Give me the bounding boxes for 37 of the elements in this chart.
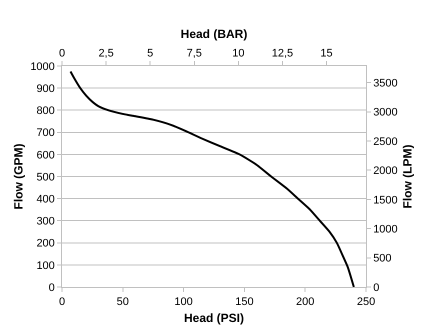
y-tick-label: 800: [36, 105, 55, 118]
y-tick-label: 500: [36, 171, 55, 184]
y2-tick-label: 3500: [373, 77, 398, 90]
y-tick-label: 200: [36, 238, 55, 250]
y2-tick-label: 2500: [373, 136, 398, 148]
y2-axis-title: Flow (LPM): [400, 144, 415, 208]
y2-tick-label: 1000: [373, 223, 398, 236]
y-tick-label: 400: [36, 193, 55, 206]
x2-tick-label: 2,5: [98, 48, 114, 60]
x-tick-label: 200: [296, 296, 314, 308]
y-tick-label: 1000: [30, 60, 55, 73]
x2-tick-label: 15: [320, 48, 333, 60]
y2-tick-label: 0: [373, 282, 380, 294]
x-tick-label: 100: [174, 296, 193, 308]
y-tick-label: 600: [36, 149, 55, 162]
y-tick-label: 300: [36, 216, 55, 228]
x2-axis-title: Head (BAR): [180, 26, 248, 41]
x-tick-label: 250: [356, 296, 376, 308]
x-axis-title: Head (PSI): [184, 311, 244, 326]
x2-tick-label: 5: [147, 48, 154, 60]
y2-tick-label: 2000: [373, 165, 398, 178]
x-tick-label: 150: [235, 296, 254, 308]
y2-tick-label: 3000: [373, 106, 398, 119]
x2-tick-label: 10: [232, 48, 244, 60]
line-series: [70, 70, 355, 287]
x2-tick-label: 12,5: [272, 48, 294, 60]
y-tick-label: 0: [48, 282, 55, 294]
y-tick-label: 900: [36, 82, 55, 95]
y2-tick-label: 1500: [373, 194, 398, 206]
y2-tick-label: 500: [373, 252, 392, 265]
y-tick-label: 700: [36, 127, 55, 140]
x-tick-label: 0: [58, 296, 66, 308]
x-tick-label: 50: [116, 296, 129, 308]
y-tick-label: 100: [36, 260, 55, 272]
x2-tick-label: 7,5: [186, 48, 202, 60]
x2-tick-label: 0: [58, 48, 66, 60]
y-axis-title: Flow (GPM): [12, 144, 26, 210]
